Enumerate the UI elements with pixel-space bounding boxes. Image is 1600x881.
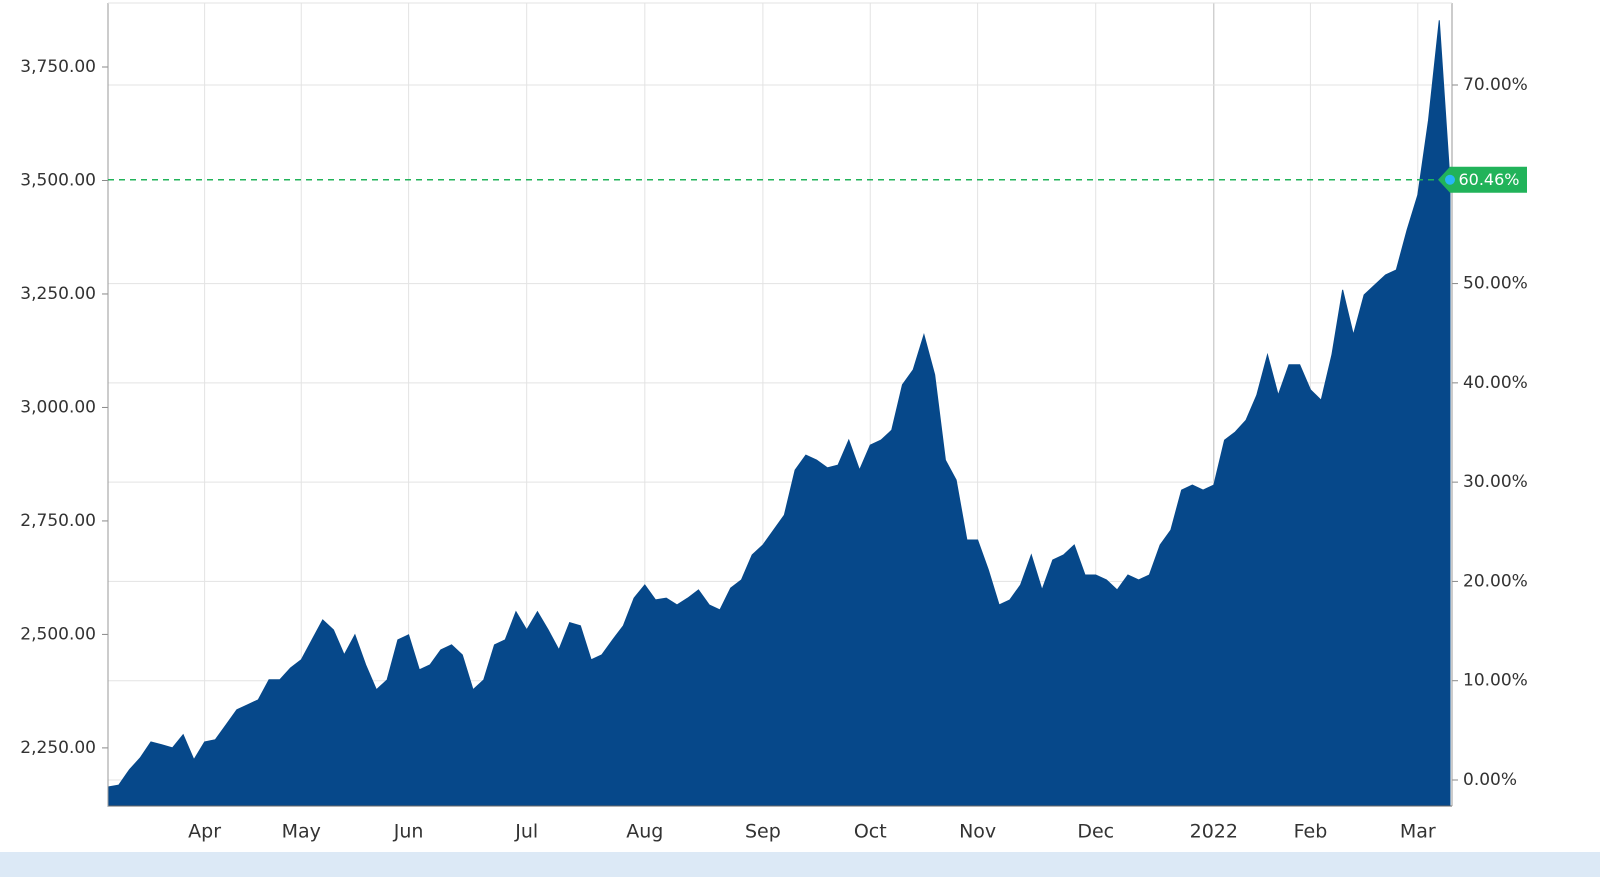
y-tick-label: 3,250.00 — [20, 284, 96, 304]
current-label-box — [1438, 166, 1527, 193]
y2-tick-label: 70.00% — [1463, 75, 1528, 95]
y-tick-label: 2,500.00 — [20, 624, 96, 644]
y-tick-label: 3,000.00 — [20, 397, 96, 417]
current-point — [1445, 174, 1455, 185]
x-tick-label: Mar — [1400, 821, 1436, 843]
x-tick-label: 2022 — [1190, 821, 1238, 843]
x-tick-label: Nov — [959, 821, 996, 843]
y2-tick-label: 20.00% — [1463, 571, 1528, 591]
y-tick-label: 2,750.00 — [20, 511, 96, 531]
y2-tick-label: 10.00% — [1463, 671, 1528, 691]
x-tick-label: Sep — [745, 821, 781, 843]
area — [107, 20, 1451, 807]
bottom-strip — [0, 852, 1600, 877]
x-tick-label: Dec — [1077, 821, 1114, 843]
x-tick-label: Oct — [854, 821, 887, 843]
x-tick-label: Jul — [514, 821, 538, 843]
x-tick-label: Apr — [188, 821, 221, 843]
y-tick-label: 3,750.00 — [20, 57, 96, 77]
y-tick-label: 2,250.00 — [20, 738, 96, 758]
x-tick-label: Feb — [1294, 821, 1328, 843]
y2-tick-label: 50.00% — [1463, 274, 1528, 294]
x-tick-label: May — [282, 821, 321, 843]
x-tick-label: Aug — [626, 821, 663, 843]
x-tick-label: Jun — [393, 821, 424, 843]
y2-tick-label: 30.00% — [1463, 472, 1528, 492]
current-label: 60.46% — [1458, 170, 1519, 189]
y2-tick-label: 0.00% — [1463, 770, 1517, 790]
y2-tick-label: 40.00% — [1463, 373, 1528, 393]
y-tick-label: 3,500.00 — [20, 170, 96, 190]
